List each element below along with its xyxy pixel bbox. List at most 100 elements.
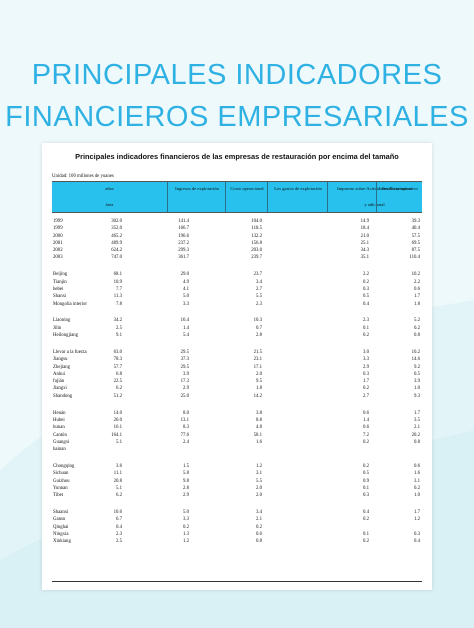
row-value: 0.2 [363,463,369,469]
row-value: 2.0 [256,485,262,491]
row-value: 7.8 [116,301,122,307]
row-value: 23.1 [253,357,262,363]
row-value: 302.0 [111,219,122,224]
row-value: 1.2 [256,463,262,469]
row-label: Chongqing [53,463,75,469]
row-value: 110.4 [409,255,420,261]
row-value: 2.1 [414,425,420,431]
row-value: 3.8 [256,410,262,416]
table-row: Hubei 26.0 13.1 8.8 1.4 3.5 [52,417,422,424]
row-value: 0.6 [363,425,369,431]
row-value: 9.8 [183,478,189,484]
row-value: 2.9 [183,386,189,392]
row-value: 8.3 [183,425,189,431]
row-value: 2.0 [256,493,262,499]
row-value: 0.6 [256,531,262,537]
row-value: 2.5 [116,539,122,545]
row-label: 2002 [53,248,63,254]
row-value: 34.3 [360,248,369,254]
document-heading: Principales indicadores financieros de l… [75,152,399,161]
row-value: 3.4 [256,510,262,516]
row-value: 2.2 [414,279,420,285]
row-value: 9.2 [414,364,420,370]
page-title-line2: FINANCIEROS EMPRESARIALES [5,101,469,133]
table-row: Cantón 164.1 77.6 58.1 7.2 20.2 [52,432,422,439]
header-cell-area: años área [52,182,167,212]
row-value: 3.1 [414,478,420,484]
row-value: 87.5 [411,248,420,254]
row-value: 0.4 [414,539,420,545]
row-value: 77.6 [180,432,189,438]
header-cell-cost: Costo operacional [225,182,268,212]
row-value: 0.8 [256,539,262,545]
table-row: Shanxi 11.3 5.0 5.5 0.5 1.7 [52,293,422,300]
row-value: 1.5 [183,463,189,469]
table-row: Jiangxi 6.2 2.9 1.8 0.2 1.0 [52,385,422,392]
row-value: 25.0 [180,393,189,399]
table-row: hunan 16.1 8.3 4.8 0.6 2.1 [52,424,422,431]
table-row: Ningxia 2.3 1.3 0.6 0.1 0.3 [52,531,422,538]
row-value: 1.6 [256,439,262,445]
table-row: Yunnan 5.1 2.8 2.0 0.1 0.2 [52,485,422,492]
row-value: 9.1 [116,333,122,339]
table-row: Xinkiang 2.5 1.2 0.8 0.2 0.4 [52,538,422,545]
row-value: 166.7 [178,226,189,232]
row-value: 3.9 [414,379,420,385]
row-value: 1.0 [414,386,420,392]
row-value: 14.6 [411,357,420,363]
table-row: Guangxi 5.1 2.4 1.6 0.2 0.8 [52,439,422,446]
table-row: Chongqing 3.6 1.5 1.2 0.2 0.6 [52,463,422,470]
row-value: 2.3 [116,531,122,537]
row-label: Tíbet [53,493,64,499]
row-value: 26.0 [113,417,122,423]
row-value: 1.2 [183,539,189,545]
row-label: Cantón [53,432,67,438]
page-title: PRINCIPALES INDICADORES FINANCIEROS EMPR… [0,54,474,138]
row-value: 22.5 [113,379,122,385]
table-row: Gansu 6.7 3.3 2.1 0.2 1.2 [52,516,422,523]
header-cell-revenue: Ingresos de explotación [167,182,226,212]
row-value: 0.2 [414,485,420,491]
row-label: Beijing [53,272,68,278]
row-value: 1.6 [414,471,420,477]
table-row: Heilongjiang 9.1 5.4 2.8 0.2 0.8 [52,332,422,339]
table-row: hebei 7.7 4.1 2.7 0.3 0.6 [52,286,422,293]
row-value: 78.3 [113,357,122,363]
document-sheet: Principales indicadores financieros de l… [42,143,432,590]
row-label: 1999 [53,226,63,232]
header-area-label: área [105,202,114,207]
row-value: 10.6 [113,510,122,516]
row-value: 2.9 [363,364,369,370]
row-value: 1.4 [183,325,189,331]
row-value: 9.3 [414,393,420,399]
row-value: 2.4 [183,439,189,445]
row-value: 118.5 [251,226,262,232]
row-value: 104.0 [251,219,262,224]
row-value: 361.7 [178,255,189,261]
row-value: 8.8 [256,417,262,423]
group-spacer [52,308,422,318]
row-value: 1.7 [414,410,420,416]
row-value: 141.4 [178,219,189,224]
row-label: Jilin [53,325,62,331]
row-value: 5.1 [116,439,122,445]
row-value: 0.6 [414,463,420,469]
row-value: 4.1 [183,286,189,292]
row-value: 16.1 [113,425,122,431]
row-value: 3.6 [116,463,122,469]
row-value: 0.8 [414,439,420,445]
row-value: 20.2 [411,432,420,438]
table-row: fujián 22.5 17.3 9.5 1.7 3.9 [52,378,422,385]
row-value: 0.1 [363,325,369,331]
row-value: 37.3 [180,357,189,363]
row-value: 239.7 [251,255,262,261]
row-value: 5.8 [183,471,189,477]
row-value: 7.7 [116,286,122,292]
row-value: 3.0 [363,349,369,355]
row-value: 0.6 [414,286,420,292]
row-value: 13.1 [180,417,189,423]
row-value: 0.3 [363,371,369,377]
row-value: 1.7 [414,510,420,516]
row-value: 4.9 [183,279,189,285]
row-value: 0.2 [363,279,369,285]
